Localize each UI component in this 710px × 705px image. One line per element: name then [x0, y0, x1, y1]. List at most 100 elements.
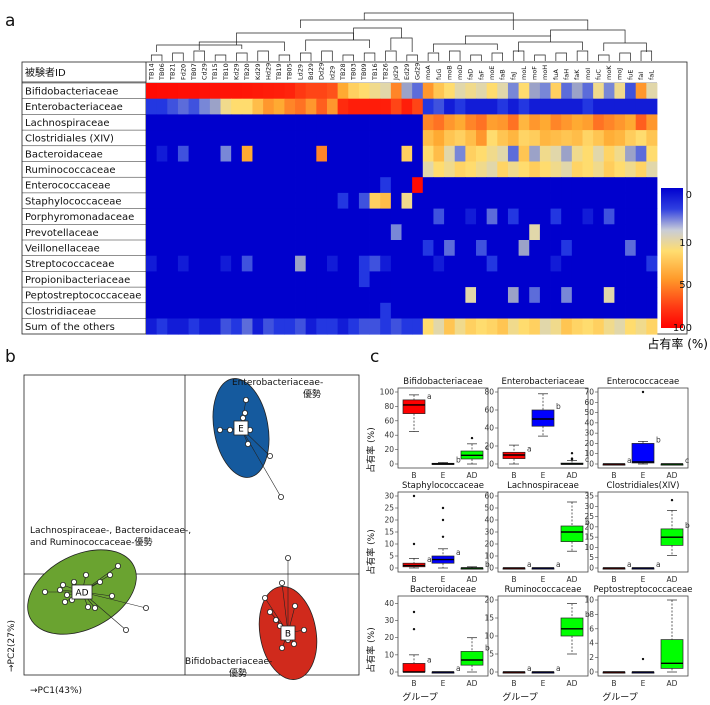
heatmap-cell	[635, 287, 647, 304]
heatmap-cell	[635, 302, 647, 319]
box-y-tick-label: 0	[389, 564, 394, 573]
heatmap-cell	[422, 177, 434, 194]
heatmap-cell	[199, 224, 211, 241]
heatmap-cell	[433, 114, 445, 131]
heatmap-cell	[156, 161, 168, 178]
heatmap-cell	[561, 302, 573, 319]
heatmap-cell	[635, 83, 647, 100]
heatmap-cell	[390, 83, 402, 100]
heatmap-cell	[348, 161, 360, 178]
heatmap-cell	[539, 271, 551, 288]
heatmap-cell	[390, 208, 402, 225]
heatmap-cell	[625, 114, 637, 131]
heatmap-cell	[539, 302, 551, 319]
heatmap-cell	[220, 177, 232, 194]
heatmap-cell	[326, 240, 339, 257]
heatmap-cell	[390, 98, 402, 115]
dendrogram-branch	[512, 50, 525, 61]
heatmap-cell	[529, 287, 541, 304]
heatmap-cell	[476, 224, 488, 241]
box-sig-letter: a	[656, 560, 661, 569]
heatmap-cell	[146, 208, 158, 225]
heatmap-cell	[369, 130, 381, 147]
heatmap-cell	[295, 208, 307, 225]
pca-plot: E AD B Enterobacteriaceae- 優勢 Lachnospirac…	[7, 374, 360, 696]
heatmap-cell	[550, 98, 562, 115]
heatmap-cell	[273, 83, 285, 100]
heatmap-cell	[518, 145, 530, 162]
heatmap-cell	[476, 83, 488, 100]
heatmap-cell	[358, 130, 370, 147]
heatmap-cell	[284, 208, 296, 225]
heatmap-cell	[561, 271, 573, 288]
heatmap-cell	[188, 145, 200, 162]
heatmap-cell	[209, 192, 221, 209]
heatmap-cell	[337, 130, 349, 147]
heatmap-cell	[295, 271, 307, 288]
box-panel-title: Ruminococcaceae	[505, 585, 582, 595]
box-y-tick-label: 30	[484, 528, 494, 537]
heatmap-cell	[316, 192, 328, 209]
heatmap-cell	[529, 271, 541, 288]
heatmap-cell	[593, 161, 605, 178]
heatmap-cell	[422, 192, 434, 209]
subject-label: Gd29	[413, 63, 421, 80]
heatmap-cell	[571, 114, 583, 131]
heatmap-cell	[273, 130, 285, 147]
box-iqr	[531, 409, 555, 427]
heatmap-cell	[486, 130, 498, 147]
heatmap-cell	[476, 114, 488, 131]
box-y-tick-label: 20	[484, 540, 494, 549]
subject-label: Cd29	[201, 63, 209, 80]
heatmap-cell	[635, 224, 647, 241]
subject-label: faF	[477, 70, 485, 80]
heatmap-cell	[529, 177, 541, 194]
heatmap-cell	[539, 161, 551, 178]
heatmap-cell	[401, 161, 413, 178]
sample-point	[123, 627, 130, 634]
heatmap-cell	[465, 287, 477, 304]
heatmap-cell	[401, 255, 413, 272]
subject-label: Kd29	[232, 63, 240, 80]
heatmap-cell	[550, 161, 562, 178]
heatmap-cell	[337, 98, 349, 115]
heatmap-cell	[401, 287, 413, 304]
heatmap-cell	[497, 255, 509, 272]
dendrogram-branch	[640, 50, 653, 61]
heatmap-cell	[614, 302, 626, 319]
heatmap-cell	[167, 145, 179, 162]
heatmap-cell	[167, 224, 179, 241]
heatmap-cell	[284, 240, 296, 257]
heatmap-cell	[422, 302, 434, 319]
heatmap-cell	[337, 177, 349, 194]
heatmap-cell	[614, 224, 626, 241]
heatmap-cell	[550, 208, 562, 225]
heatmap-cell	[305, 177, 317, 194]
box-x-tick-label: AD	[467, 679, 478, 688]
heatmap-cell	[326, 130, 339, 147]
heatmap-cell	[337, 208, 349, 225]
heatmap-cell	[209, 114, 221, 131]
heatmap-cell	[156, 145, 168, 162]
box-iqr	[560, 525, 584, 542]
box-y-tick-label: 5	[589, 553, 594, 562]
heatmap-cell	[539, 130, 551, 147]
heatmap-cell	[273, 145, 285, 162]
heatmap-cell	[273, 318, 285, 335]
heatmap-cell	[625, 161, 637, 178]
heatmap-cell	[316, 240, 328, 257]
row-label: Ruminococcaceae	[25, 165, 115, 176]
heatmap-cell	[593, 192, 605, 209]
heatmap-cell	[146, 240, 158, 257]
box-sig-letter: a	[427, 555, 432, 564]
box-sig-letter: c	[585, 455, 589, 464]
subject-label: TB16	[371, 63, 379, 81]
centroid-label: B	[285, 630, 291, 640]
heatmap-cell	[231, 287, 243, 304]
box-y-tick-label: 100	[380, 388, 395, 397]
heatmap-cell	[454, 224, 466, 241]
heatmap-cell	[571, 318, 583, 335]
heatmap-cell	[454, 208, 466, 225]
heatmap-cell	[507, 83, 520, 100]
box-xlabel-1: グループ	[402, 691, 437, 703]
